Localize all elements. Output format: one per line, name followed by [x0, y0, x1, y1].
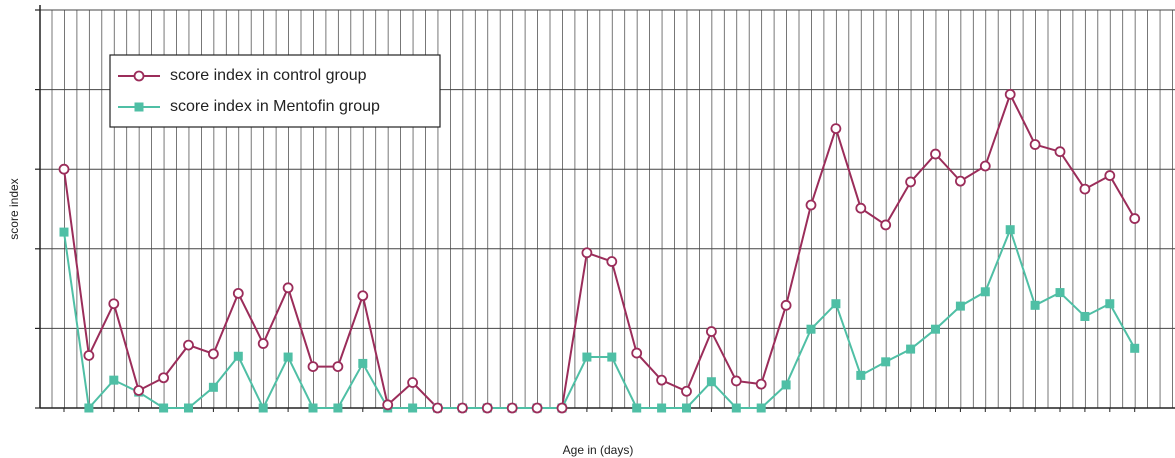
- point: [906, 344, 916, 354]
- point: [1104, 170, 1116, 181]
- point: [881, 357, 891, 367]
- point: [432, 402, 443, 414]
- point: [730, 375, 742, 387]
- point: [109, 375, 119, 385]
- point: [979, 160, 991, 172]
- point: [1005, 225, 1015, 235]
- point: [656, 374, 667, 386]
- point: [357, 290, 369, 302]
- legend-marker: [133, 70, 145, 82]
- point: [358, 358, 368, 368]
- point: [258, 403, 268, 413]
- point: [531, 402, 543, 414]
- point: [955, 175, 966, 187]
- point: [781, 380, 791, 390]
- point: [232, 287, 244, 299]
- point: [856, 370, 866, 380]
- point: [282, 282, 294, 294]
- point: [83, 350, 95, 361]
- point: [183, 339, 194, 351]
- point: [1105, 299, 1115, 309]
- point: [456, 402, 468, 414]
- point: [631, 347, 643, 359]
- point: [307, 361, 319, 373]
- point: [58, 163, 70, 175]
- point: [855, 202, 867, 214]
- point: [880, 219, 892, 231]
- point: [408, 403, 418, 413]
- point: [158, 372, 170, 384]
- point: [831, 299, 841, 309]
- point: [159, 403, 169, 413]
- point: [681, 385, 692, 397]
- point: [283, 352, 293, 362]
- point: [332, 361, 344, 373]
- point: [233, 351, 243, 361]
- point: [755, 378, 767, 390]
- point: [606, 256, 618, 267]
- y-axis-label: score index: [7, 178, 21, 239]
- point: [682, 403, 691, 413]
- point: [207, 348, 219, 360]
- point: [581, 247, 593, 259]
- point: [1054, 146, 1066, 158]
- point: [108, 298, 120, 310]
- point: [706, 326, 717, 337]
- point: [607, 352, 617, 362]
- point: [756, 403, 766, 413]
- legend-label: score index in Mentofin group: [170, 98, 380, 115]
- point: [506, 402, 518, 414]
- legend-marker: [134, 102, 144, 112]
- point: [830, 123, 842, 135]
- legend-box: [109, 54, 441, 128]
- x-axis-label: Age in (days): [563, 443, 634, 457]
- point: [556, 402, 568, 414]
- point: [1030, 300, 1040, 310]
- point: [1029, 139, 1041, 150]
- point: [706, 377, 716, 387]
- point: [257, 338, 269, 349]
- point: [481, 402, 493, 414]
- point: [382, 399, 394, 411]
- point: [657, 403, 667, 413]
- legend-label: score index in control group: [170, 67, 367, 84]
- point: [905, 176, 916, 188]
- point: [931, 324, 940, 334]
- point: [1079, 183, 1091, 195]
- point: [1004, 88, 1016, 100]
- point: [955, 301, 965, 311]
- point: [1055, 288, 1065, 298]
- point: [59, 227, 69, 237]
- point: [208, 382, 218, 392]
- point: [806, 324, 816, 334]
- point: [184, 403, 193, 413]
- point: [1080, 311, 1090, 321]
- point: [930, 148, 941, 160]
- point: [980, 287, 990, 297]
- point: [805, 199, 817, 211]
- point: [1129, 213, 1141, 224]
- point: [407, 377, 419, 388]
- series-line: [63, 91, 1136, 409]
- point: [84, 403, 94, 413]
- point: [731, 403, 741, 413]
- point: [780, 299, 792, 311]
- point: [133, 385, 145, 396]
- point: [1130, 343, 1140, 353]
- point: [632, 403, 642, 413]
- legend: score index in control group score index …: [109, 54, 441, 128]
- point: [582, 352, 592, 362]
- point: [333, 403, 343, 413]
- point: [308, 403, 318, 413]
